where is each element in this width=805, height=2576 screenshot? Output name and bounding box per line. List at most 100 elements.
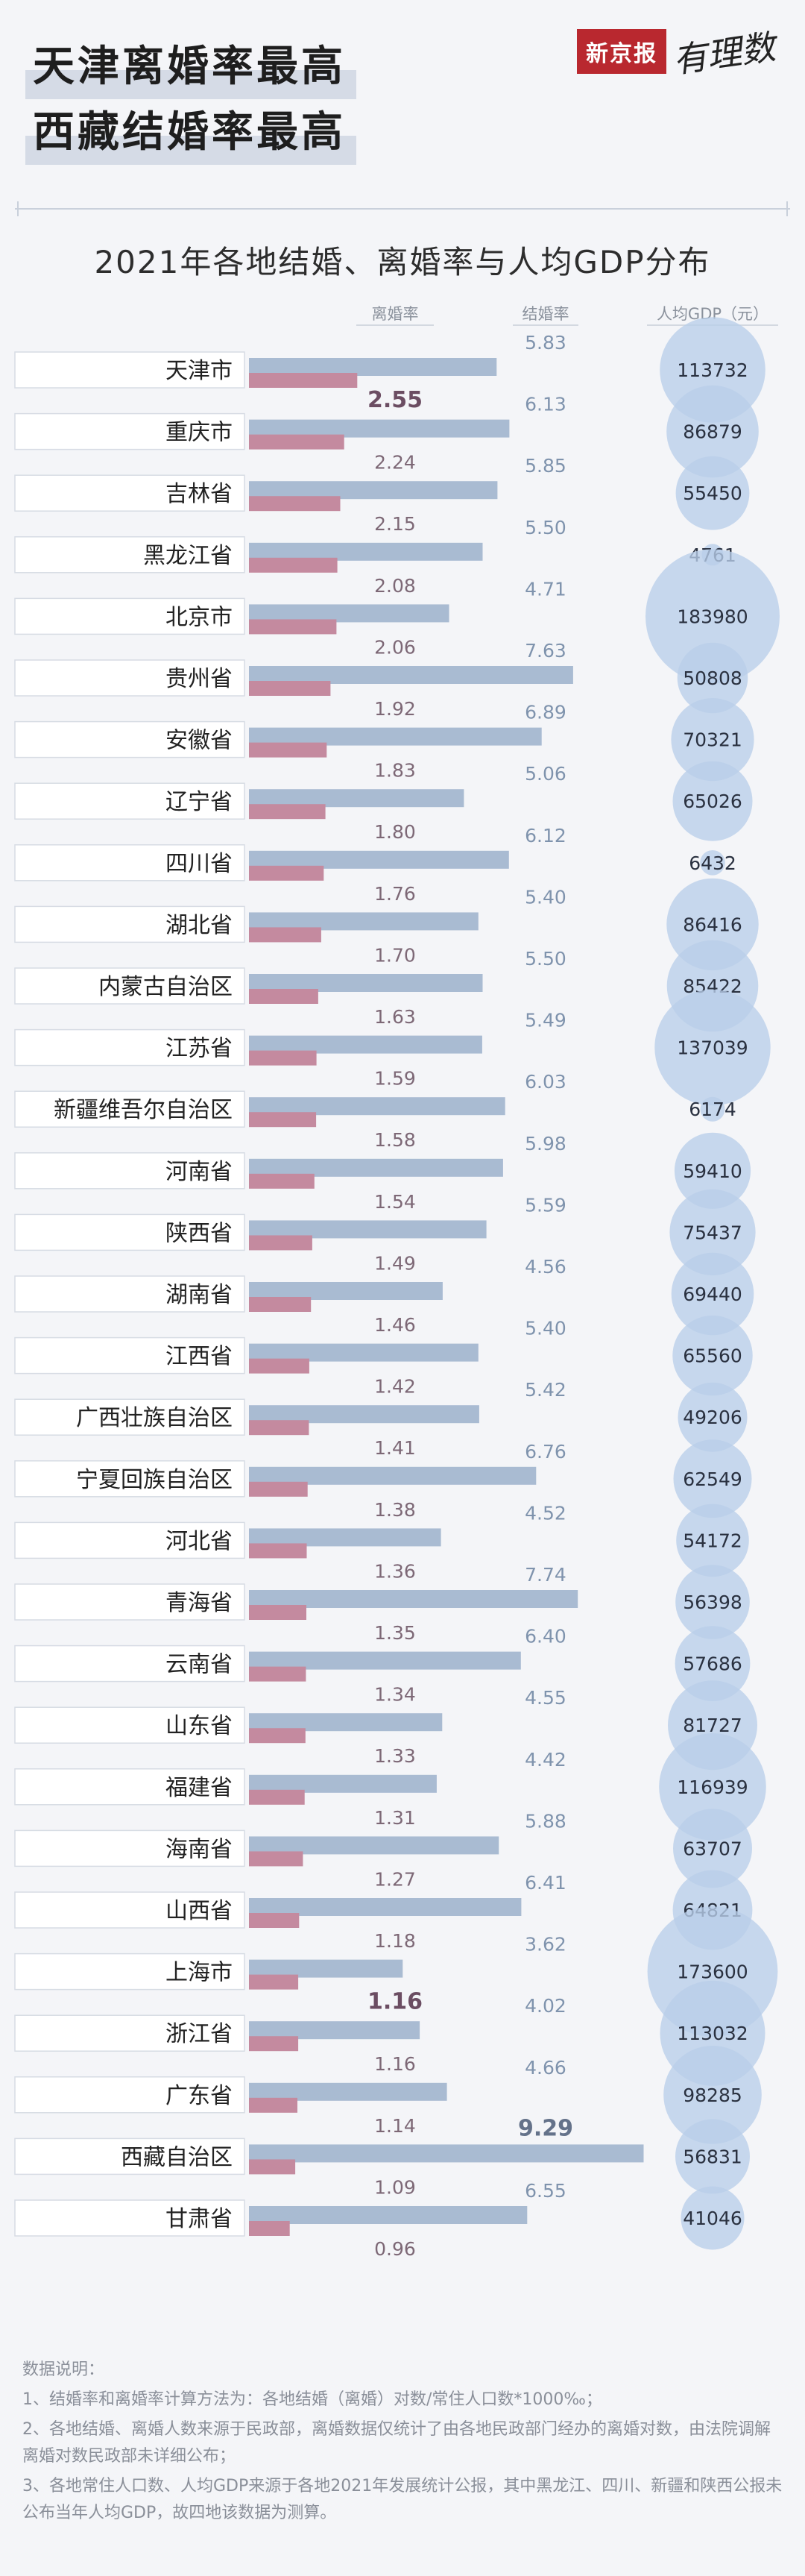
gdp-value: 56831: [683, 2146, 742, 2167]
legend-marriage: 结婚率: [523, 305, 569, 323]
region-label-box: [14, 2076, 245, 2114]
marriage-value: 4.66: [525, 2057, 566, 2079]
gdp-value: 65026: [683, 791, 742, 812]
gdp-value: 59410: [683, 1160, 742, 1182]
divorce-bar: [249, 1974, 299, 1990]
gdp-value: 41046: [683, 2208, 742, 2229]
marriage-value: 7.74: [525, 1564, 566, 1586]
marriage-value: 5.88: [525, 1810, 566, 1832]
divorce-value: 1.18: [374, 1930, 416, 1952]
gdp-bubble: [663, 2046, 762, 2144]
region-label: 湖北省: [165, 912, 233, 938]
region-label-box: [14, 844, 245, 882]
region-label-box: [14, 1891, 245, 1929]
brand-box: 新京报: [577, 29, 666, 74]
chart-title: 2021年各地结婚、离婚率与人均GDP分布: [94, 244, 711, 280]
gdp-value: 62549: [683, 1468, 742, 1490]
marriage-value: 4.56: [525, 1256, 566, 1278]
region-label: 云南省: [165, 1652, 233, 1678]
divorce-value: 1.36: [374, 1560, 416, 1582]
marriage-value: 5.98: [525, 1133, 566, 1155]
marriage-value: 3.62: [525, 1934, 566, 1955]
note-1: 1、结婚率和离婚率计算方法为：各地结婚（离婚）对数/常住人口数*1000‰；: [22, 2390, 602, 2409]
gdp-bubble: [700, 850, 725, 876]
divorce-bar: [249, 1050, 317, 1066]
region-label-box: [14, 536, 245, 574]
region-label: 福建省: [165, 1775, 233, 1801]
divorce-value: 2.15: [374, 513, 416, 535]
divorce-value: 1.59: [374, 1068, 416, 1090]
data-notes: 数据说明： 1、结婚率和离婚率计算方法为：各地结婚（离婚）对数/常住人口数*10…: [22, 2357, 783, 2530]
gdp-value: 113732: [677, 359, 748, 381]
region-label-box: [14, 1398, 245, 1436]
divorce-value: 1.63: [374, 1006, 416, 1028]
gdp-bubble: [673, 1439, 752, 1518]
marriage-bar: [249, 2206, 528, 2224]
notes-heading: 数据说明：: [22, 2360, 105, 2379]
marriage-value: 4.02: [525, 1995, 566, 2017]
divorce-value: 1.27: [374, 1868, 416, 1890]
gdp-bubble: [654, 989, 771, 1106]
divorce-bar: [249, 1173, 315, 1189]
divorce-bar: [249, 681, 331, 696]
gdp-bubble: [677, 642, 748, 714]
marriage-value: 9.29: [518, 2115, 573, 2141]
divorce-bar: [249, 1789, 305, 1805]
region-label-box: [14, 1213, 245, 1251]
brand-logo: 新京报 有理数: [577, 25, 778, 81]
gdp-value: 98285: [683, 2085, 742, 2106]
divorce-bar: [249, 1420, 309, 1436]
region-label-box: [14, 1706, 245, 1744]
divorce-bar: [249, 1666, 306, 1682]
region-label: 重庆市: [165, 420, 233, 446]
divorce-value: 2.24: [374, 452, 416, 474]
region-label-box: [14, 905, 245, 943]
marriage-value: 5.40: [525, 886, 566, 908]
region-label-box: [14, 659, 245, 697]
marriage-value: 6.55: [525, 2180, 566, 2202]
region-label-box: [14, 1460, 245, 1498]
region-label-box: [14, 597, 245, 635]
marriage-value: 6.41: [525, 1872, 566, 1894]
divorce-value: 1.58: [374, 1129, 416, 1151]
divorce-bar: [249, 742, 327, 758]
region-label-box: [14, 1275, 245, 1313]
gdp-bubble: [673, 1809, 752, 1888]
divorce-bar: [249, 1543, 307, 1559]
divorce-bar: [249, 557, 338, 573]
divorce-value: 1.35: [374, 1622, 416, 1644]
gdp-value: 70321: [683, 729, 742, 751]
region-label: 甘肃省: [165, 2206, 233, 2232]
gdp-value: 57686: [683, 1653, 742, 1675]
marriage-value: 6.13: [525, 394, 566, 415]
gdp-value: 56398: [683, 1592, 742, 1613]
region-label: 江苏省: [165, 1036, 233, 1062]
gdp-bubble: [675, 456, 750, 530]
region-label: 黑龙江省: [143, 543, 233, 569]
region-label-box: [14, 1953, 245, 1991]
gdp-value: 113032: [677, 2023, 748, 2044]
divorce-bar: [249, 1481, 308, 1497]
divorce-bar: [249, 989, 318, 1004]
ruler-divider: [15, 201, 790, 216]
gdp-value: 137039: [677, 1037, 748, 1059]
region-label-box: [14, 351, 245, 389]
divorce-bar: [249, 1851, 303, 1867]
marriage-value: 6.76: [525, 1441, 566, 1463]
divorce-value: 2.06: [374, 636, 416, 658]
region-label: 河北省: [165, 1528, 233, 1554]
region-label-box: [14, 1028, 245, 1066]
divorce-value: 1.46: [374, 1314, 416, 1336]
region-label-box: [14, 474, 245, 512]
divorce-bar: [249, 1605, 306, 1620]
region-label: 陕西省: [165, 1220, 233, 1246]
gdp-bubble: [666, 385, 759, 478]
marriage-value: 6.40: [525, 1626, 566, 1647]
divorce-value: 1.70: [374, 944, 416, 966]
gdp-bubble: [672, 761, 753, 841]
gdp-bubble: [671, 1252, 754, 1336]
gdp-value: 173600: [677, 1961, 748, 1983]
marriage-value: 5.06: [525, 763, 566, 785]
gdp-bubble: [645, 549, 780, 684]
region-label-box: [14, 1336, 245, 1375]
